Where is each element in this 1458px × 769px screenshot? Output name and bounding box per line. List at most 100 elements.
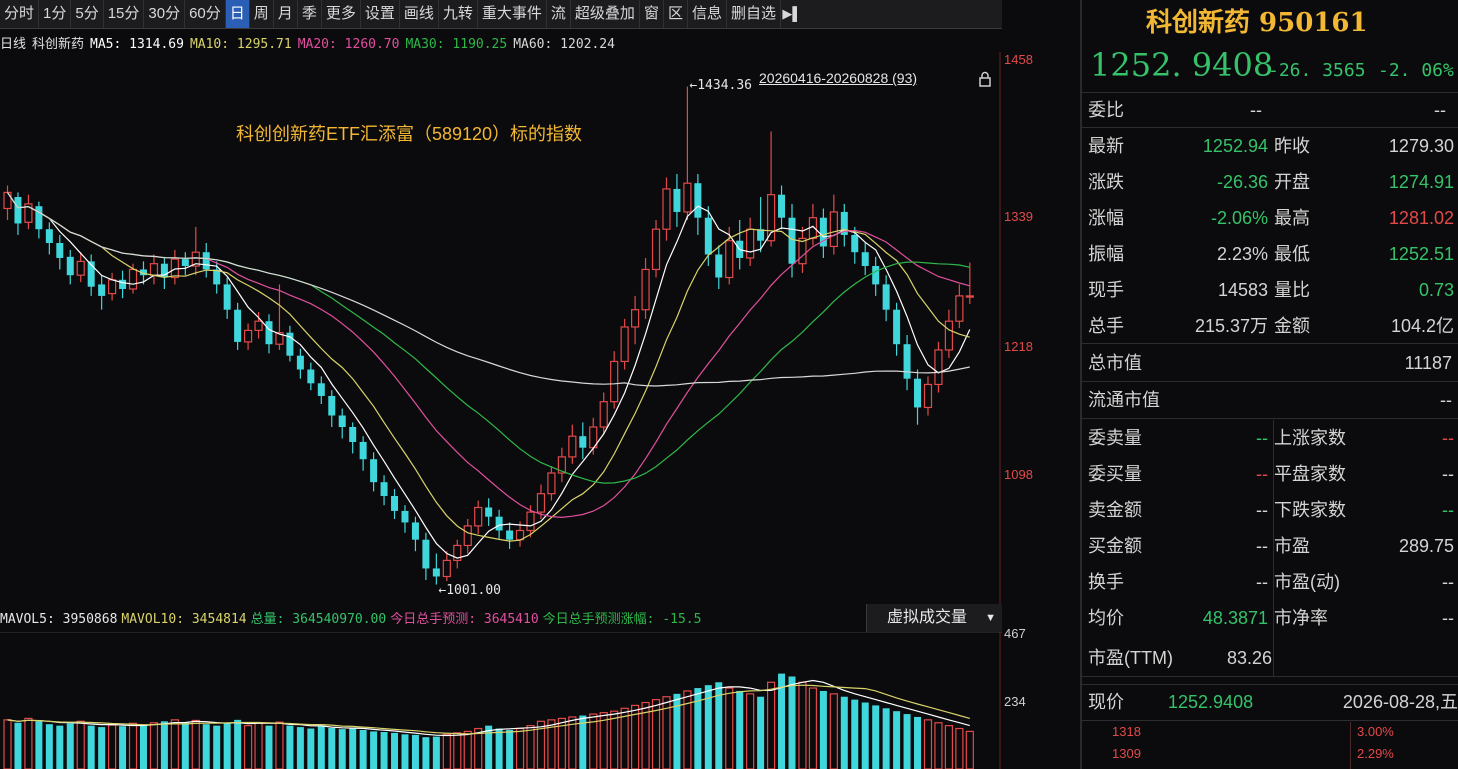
toolbar-item-0[interactable]: 分时 — [0, 0, 40, 28]
lock-icon[interactable] — [978, 71, 992, 87]
toolbar-item-8[interactable]: 月 — [274, 0, 298, 28]
volume-bar — [265, 725, 273, 769]
toolbar-item-5[interactable]: 60分 — [185, 0, 226, 28]
change-pct: -2. 06% — [1378, 60, 1454, 81]
candle — [370, 452, 378, 492]
volume-bar — [3, 719, 12, 769]
chart-annotation: 科创创新药ETF汇添富（589120）标的指数 — [236, 124, 583, 144]
toolbar-item-16[interactable]: 超级叠加 — [571, 0, 640, 28]
candle — [788, 203, 796, 278]
candle — [317, 376, 325, 404]
candle — [673, 174, 681, 227]
candle — [286, 325, 294, 362]
row-label-1: 委卖量 — [1088, 428, 1142, 448]
candle — [620, 318, 629, 370]
volume-bar — [746, 693, 755, 769]
candlestick-chart[interactable] — [0, 52, 1002, 604]
toolbar-item-19[interactable]: 信息 — [688, 0, 727, 28]
volume-bar — [391, 732, 399, 769]
toolbar-item-17[interactable]: 窗 — [640, 0, 664, 28]
row-value-1: -2.06% — [1210, 208, 1268, 228]
toolbar-item-7[interactable]: 周 — [250, 0, 274, 28]
row-label-2: 最高 — [1274, 208, 1310, 228]
volume-bar — [547, 719, 556, 769]
row-value-2: 1279.30 — [1388, 136, 1454, 156]
change-abs: -26. 3565 — [1268, 60, 1366, 81]
candle — [651, 220, 661, 278]
toolbar-item-11[interactable]: 设置 — [361, 0, 400, 28]
row-value-1: -- — [1256, 464, 1268, 484]
toolbar-item-12[interactable]: 画线 — [400, 0, 439, 28]
toolbar-more-arrow-icon[interactable]: ▶▌ — [782, 6, 802, 21]
row-value-2: -- — [1442, 500, 1454, 520]
candle — [453, 539, 462, 569]
volume-bar — [474, 727, 483, 769]
quote-row-rows1-1: 涨跌 -26.36 开盘 1274.91 — [1082, 164, 1458, 200]
candle — [923, 376, 933, 416]
quote-row-rows1-3: 振幅 2.23% 最低 1252.51 — [1082, 236, 1458, 272]
date-range-label[interactable]: 20260416-20260828 (93) — [759, 70, 918, 86]
candle — [338, 408, 346, 439]
volume-bar — [463, 730, 472, 769]
row-value-2: 289.75 — [1398, 536, 1454, 556]
toolbar-item-18[interactable]: 区 — [664, 0, 688, 28]
webi-v1: -- — [1250, 100, 1262, 120]
toolbar-item-2[interactable]: 5分 — [71, 0, 104, 28]
price-tick-2: 1218 — [1004, 339, 1033, 354]
volume-chart[interactable] — [0, 632, 1002, 769]
volume-bar — [641, 701, 650, 769]
security-title: 科创新药 950161 — [1146, 8, 1368, 38]
volume-bar — [422, 737, 430, 769]
toolbar-item-3[interactable]: 15分 — [104, 0, 145, 28]
webi-label: 委比 — [1088, 100, 1124, 120]
toolbar-item-4[interactable]: 30分 — [144, 0, 186, 28]
volume-bar — [380, 731, 388, 769]
toolbar-item-9[interactable]: 季 — [298, 0, 322, 28]
virtual-volume-dropdown[interactable]: 虚拟成交量 ▼ — [866, 604, 1002, 632]
candle — [474, 500, 483, 534]
volume-bar — [808, 687, 818, 769]
row-label-1: 振幅 — [1088, 244, 1124, 264]
row-value-2: 1252.51 — [1388, 244, 1454, 264]
toolbar-item-6[interactable]: 日 — [225, 0, 250, 28]
candle — [641, 257, 650, 319]
row-label-1: 总手 — [1088, 316, 1124, 336]
volume-bar — [506, 729, 514, 769]
candle — [349, 422, 357, 454]
row-value-1: -- — [1256, 536, 1268, 556]
toolbar-item-20[interactable]: 删自选 — [727, 0, 781, 28]
pe-ttm-label: 市盈(TTM) — [1088, 648, 1173, 668]
toolbar-item-13[interactable]: 九转 — [439, 0, 478, 28]
candle — [45, 222, 53, 255]
candle — [181, 252, 189, 276]
candle — [359, 436, 367, 471]
volume-bar — [861, 702, 869, 769]
candle — [914, 369, 922, 425]
candle — [234, 302, 242, 350]
row-label-1: 委买量 — [1088, 464, 1142, 484]
candle — [819, 208, 827, 258]
toolbar-item-1[interactable]: 1分 — [39, 0, 72, 28]
candle — [87, 254, 95, 296]
volume-bar — [694, 688, 702, 769]
volume-bar — [181, 722, 189, 769]
volume-bar — [630, 704, 640, 769]
quote-row-rows1-0: 最新 1252.94 昨收 1279.30 — [1082, 128, 1458, 164]
candle — [98, 275, 106, 310]
row-value-1: 14583 — [1217, 280, 1268, 300]
candle — [107, 272, 117, 301]
toolbar-item-15[interactable]: 流 — [547, 0, 571, 28]
mktcap-value: 11187 — [1404, 353, 1452, 373]
volume-bar — [98, 727, 106, 769]
candle — [296, 348, 304, 379]
row-label-1: 换手 — [1088, 572, 1124, 592]
volume-bar — [191, 719, 200, 769]
vol-tick-0: 467 — [1004, 626, 1026, 641]
row-value-1: -- — [1256, 500, 1268, 520]
candle — [683, 86, 692, 220]
toolbar-item-14[interactable]: 重大事件 — [478, 0, 547, 28]
toolbar-item-10[interactable]: 更多 — [322, 0, 361, 28]
candle — [76, 252, 85, 283]
candle — [579, 422, 587, 460]
volume-bar — [223, 722, 231, 769]
